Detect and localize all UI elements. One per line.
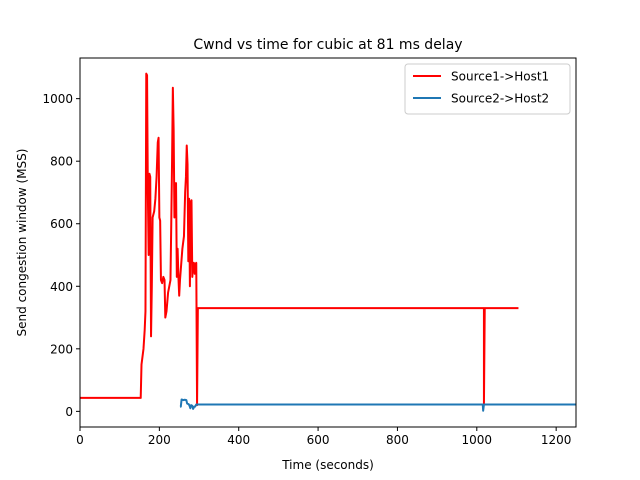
y-tick-label: 400 [50,280,73,294]
y-tick-label: 600 [50,217,73,231]
x-tick-label: 600 [307,433,330,447]
legend: Source1->Host1 Source2->Host2 [404,63,571,115]
y-tick-label: 800 [50,155,73,169]
x-tick-label: 400 [227,433,250,447]
y-axis-label: Send congestion window (MSS) [15,149,29,337]
x-tick-label: 1000 [462,433,493,447]
series-line-1 [80,72,519,407]
plot-area-frame [79,57,577,428]
y-tick-label: 200 [50,342,73,356]
x-axis-label: Time (seconds) [281,458,374,472]
legend-label-series-2: Source2->Host2 [451,92,549,106]
y-tick-label: 0 [65,405,73,419]
x-tick-label: 800 [386,433,409,447]
legend-frame [404,63,571,115]
chart-title: Cwnd vs time for cubic at 81 ms delay [193,37,462,53]
legend-label-series-1: Source1->Host1 [451,70,549,84]
x-tick-label: 200 [148,433,171,447]
plot-area-background [80,58,576,427]
series-line-2 [179,398,576,412]
x-axis-ticks: 0 200 400 600 800 1000 1200 [76,427,571,447]
y-axis-ticks: 0 200 400 600 800 1000 [42,92,80,419]
plot-lines [80,72,576,412]
y-tick-label: 1000 [42,92,73,106]
x-tick-label: 1200 [541,433,572,447]
x-tick-label: 0 [76,433,84,447]
